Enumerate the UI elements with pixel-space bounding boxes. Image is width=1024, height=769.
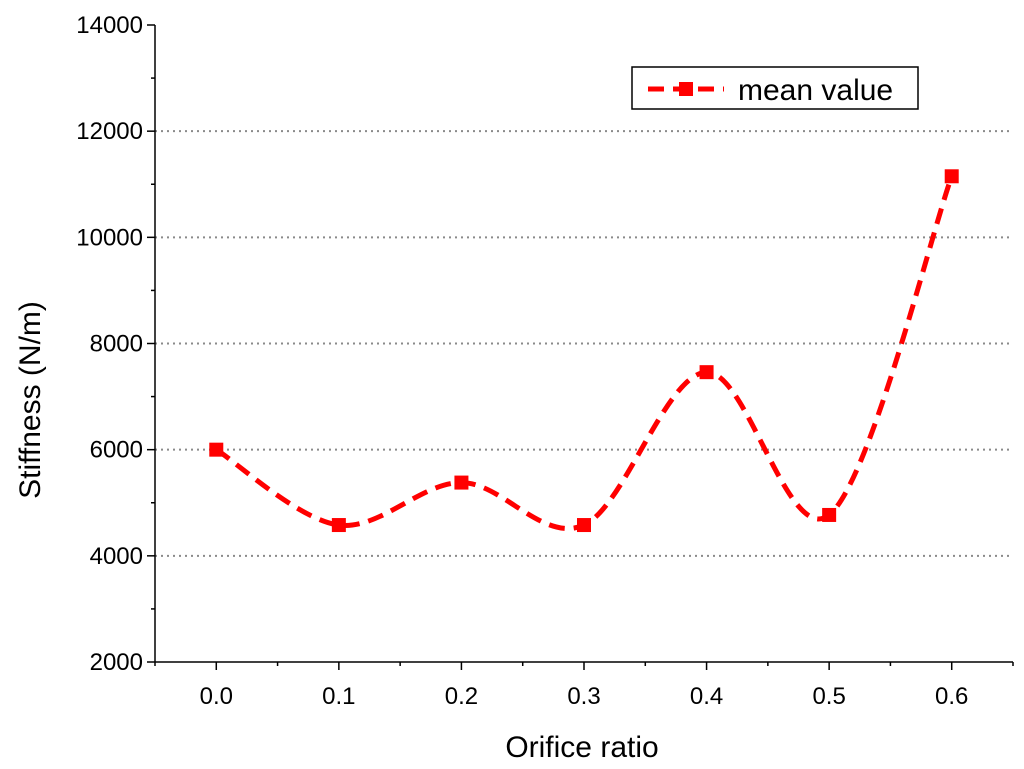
series-line-0 xyxy=(214,175,955,531)
x-axis-title: Orifice ratio xyxy=(505,731,658,764)
x-tick-label-0.2: 0.2 xyxy=(445,683,478,710)
data-point-0.6 xyxy=(944,169,959,184)
y-tick-label-4000: 4000 xyxy=(90,543,143,570)
y-axis-title: Stiffness (N/m) xyxy=(14,301,47,499)
x-tick-label-0.3: 0.3 xyxy=(567,683,600,710)
legend-marker xyxy=(679,82,693,96)
data-point-0 xyxy=(209,442,224,457)
legend: mean value xyxy=(631,66,919,110)
y-tick-label-8000: 8000 xyxy=(90,331,143,358)
data-point-0.2 xyxy=(454,475,469,490)
data-point-0.4 xyxy=(699,365,714,380)
data-point-0.1 xyxy=(331,518,346,533)
x-tick-label-0.5: 0.5 xyxy=(812,683,845,710)
x-tick-label-0.0: 0.0 xyxy=(200,683,233,710)
legend-label: mean value xyxy=(738,74,893,107)
y-tick-label-10000: 10000 xyxy=(76,224,143,251)
axes: 2000 4000 6000 8000 10000 12000 14000 0.0 0.1 0.2… xyxy=(76,12,1014,710)
y-tick-label-12000: 12000 xyxy=(76,118,143,145)
x-tick-label-0.6: 0.6 xyxy=(935,683,968,710)
y-tick-label-6000: 6000 xyxy=(90,437,143,464)
series-layer xyxy=(209,169,959,533)
grid-lines xyxy=(155,130,1013,557)
y-tick-label-2000: 2000 xyxy=(90,649,143,676)
data-point-0.3 xyxy=(577,518,591,533)
y-tick-label-14000: 14000 xyxy=(76,12,143,39)
x-tick-label-0.1: 0.1 xyxy=(322,683,355,710)
x-tick-label-0.4: 0.4 xyxy=(690,683,723,710)
data-point-0.5 xyxy=(822,507,837,522)
